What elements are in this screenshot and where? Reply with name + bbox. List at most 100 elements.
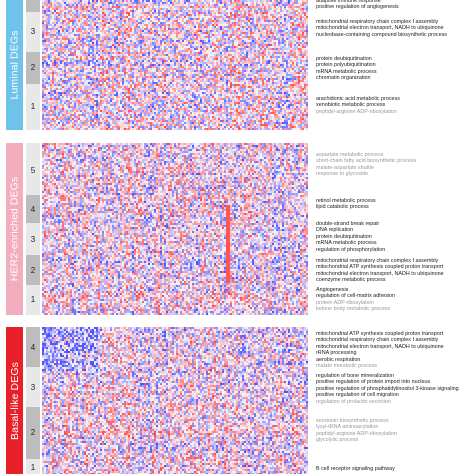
go-term: chromatin organization [316,75,377,81]
her2-cluster-4 [26,195,40,223]
go-term: protein ADP-ribosylation [316,300,395,306]
heatmap-texture [42,143,308,315]
basal-cluster-1 [26,459,40,474]
go-term: positive regulation of cell migration [316,392,459,398]
go-term: regulation of cell-matrix adhesion [316,293,395,299]
her2-cluster-strip: 5 4 3 2 1 [26,143,40,315]
go-term: positive regulation of phosphatidylinosi… [316,386,459,392]
go-term: mitochondrial respiratory chain complex … [316,258,444,264]
her2-cluster-3 [26,223,40,255]
luminal-cluster-3 [26,12,40,52]
go-term: protein deubiquitination [316,234,385,240]
luminal-cluster-1-label: 1 [26,103,40,111]
go-term: Angiogenesis [316,287,395,293]
go-term: double-strand break repair [316,221,385,227]
go-term: regulation of prolactin secretion [316,399,459,405]
her2-section: HER2-enriched DEGs 5 4 3 2 1 aspartate m… [0,143,474,315]
go-term: rRNA processing [316,350,444,356]
her2-terms-cluster-2: mitochondrial respiratory chain complex … [316,258,444,284]
luminal-cluster-2 [26,52,40,84]
go-term: retinol metabolic process [316,198,376,204]
go-term: regulation of bone mineralization [316,373,459,379]
her2-terms-cluster-5: aspartate metabolic process short-chain f… [316,152,416,178]
basal-terms-cluster-1: B cell receptor signaling pathway [316,466,395,472]
basal-terms-cluster-3: regulation of bone mineralization positiv… [316,373,459,405]
heatmap-texture [42,0,308,130]
basal-cluster-4-label: 4 [26,344,40,352]
her2-cluster-2-label: 2 [26,267,40,275]
go-term: arachidonic acid metabolic process [316,96,400,102]
basal-cluster-strip: 4 3 2 1 [26,327,40,474]
basal-cluster-1-label: 1 [26,464,40,472]
luminal-heatmap [42,0,308,130]
go-term: peptidyl-arginine ADP-ribosylation [316,109,400,115]
luminal-group-bar: Luminal DEGs [6,0,23,130]
basal-group-label: Basal-like DEGs [9,362,21,440]
her2-cluster-5 [26,143,40,195]
her2-terms: aspartate metabolic process short-chain f… [316,143,474,315]
basal-group-bar: Basal-like DEGs [6,327,23,474]
basal-cluster-3-label: 3 [26,384,40,392]
go-term: nucleobase-containing compound biosynthe… [316,32,447,38]
heatmap-texture [42,327,308,474]
basal-terms-cluster-2: serotonin biosynthetic process lysyl-tRNA… [316,418,397,444]
luminal-cluster-top [26,0,40,12]
go-term: malate-aspartate shuttle [316,165,416,171]
her2-cluster-5-label: 5 [26,167,40,175]
basal-terms: mitochondrial ATP synthesis coupled prot… [316,327,474,474]
basal-cluster-2 [26,407,40,459]
luminal-section: Luminal DEGs 3 2 1 adaptive immune respo… [0,0,474,130]
her2-cluster-4-label: 4 [26,206,40,214]
go-term: short-chain fatty acid biosynthetic proc… [316,158,416,164]
go-term: mRNA metabolic process [316,69,377,75]
go-term: mitochondrial electron transport, NADH t… [316,344,444,350]
her2-terms-cluster-3: double-strand break repair DNA replicatio… [316,221,385,253]
go-term: mitochondrial ATP synthesis coupled prot… [316,331,444,337]
luminal-terms-cluster-1: arachidonic acid metabolic process xenobi… [316,96,400,115]
her2-heatmap [42,143,308,315]
go-term: adaptive immune response [316,0,399,4]
luminal-cluster-1 [26,84,40,130]
luminal-cluster-3-label: 3 [26,28,40,36]
her2-cluster-1-label: 1 [26,296,40,304]
basal-cluster-3 [26,367,40,407]
go-term: regulation of phosphorylation [316,247,385,253]
her2-cluster-1 [26,285,40,315]
basal-heatmap [42,327,308,474]
go-term: response to glycoside [316,171,416,177]
go-term: protein polyubiquitination [316,62,377,68]
go-term: B cell receptor signaling pathway [316,466,395,472]
go-term: glycolytic process [316,437,397,443]
go-term: aerobic respiration [316,357,444,363]
go-term: positive regulation of protein import in… [316,379,459,385]
basal-section: Basal-like DEGs 4 3 2 1 mitochondrial AT… [0,327,474,474]
luminal-terms: adaptive immune response positive regulat… [316,0,474,130]
her2-group-bar: HER2-enriched DEGs [6,143,23,315]
her2-group-label: HER2-enriched DEGs [9,177,21,282]
go-term: serotonin biosynthetic process [316,418,397,424]
go-term: mitochondrial respiratory chain complex … [316,337,444,343]
go-term: positive regulation of angiogenesis [316,4,399,10]
go-term: mRNA metabolic process [316,240,385,246]
her2-terms-cluster-1: Angiogenesis regulation of cell-matrix ad… [316,287,395,313]
go-term: mitochondrial respiratory chain complex … [316,19,447,25]
go-term: lysyl-tRNA aminoacylation [316,424,397,430]
go-term: mitochondrial electron transport, NADH t… [316,25,447,31]
go-term: DNA replication [316,227,385,233]
luminal-terms-cluster-3: mitochondrial respiratory chain complex … [316,19,447,38]
go-term: coenzyme metabolic process [316,277,444,283]
basal-cluster-2-label: 2 [26,429,40,437]
luminal-cluster-2-label: 2 [26,64,40,72]
go-term: mitochondrial electron transport, NADH t… [316,271,444,277]
go-term: lipid catabolic process [316,204,376,210]
luminal-cluster-strip: 3 2 1 [26,0,40,130]
luminal-terms-cluster-top: adaptive immune response positive regulat… [316,0,399,11]
her2-cluster-3-label: 3 [26,236,40,244]
her2-cluster-2 [26,255,40,285]
go-term: aspartate metabolic process [316,152,416,158]
go-term: mitochondrial ATP synthesis coupled prot… [316,264,444,270]
go-term: ketone body metabolic process [316,306,395,312]
go-term: peptidyl-arginine ADP-ribosylation [316,431,397,437]
go-term: protein deubiquitination [316,56,377,62]
luminal-terms-cluster-2: protein deubiquitination protein polyubiq… [316,56,377,82]
